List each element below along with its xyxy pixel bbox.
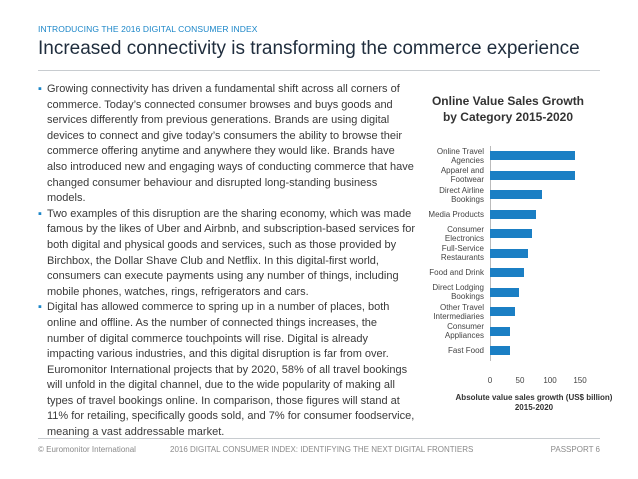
- y-tick-label: Full-Service Restaurants: [440, 244, 484, 262]
- footer-center: 2016 DIGITAL CONSUMER INDEX: IDENTIFYING…: [170, 445, 474, 454]
- y-tick-label: Direct Lodging Bookings: [432, 283, 484, 301]
- y-tick-label: Direct Airline Bookings: [439, 185, 484, 204]
- y-axis: [490, 146, 491, 361]
- bullet-list: Growing connectivity has driven a fundam…: [38, 82, 416, 441]
- kicker: INTRODUCING THE 2016 DIGITAL CONSUMER IN…: [38, 24, 258, 34]
- footer-right: PASSPORT 6: [550, 445, 600, 454]
- bar: [490, 229, 532, 238]
- bar: [490, 287, 519, 297]
- bullet: Two examples of this disruption are the …: [38, 207, 416, 301]
- chart-title: Online Value Sales Growth by Category 20…: [431, 94, 585, 124]
- bar: [490, 209, 537, 219]
- y-tick-label: Online Travel Agencies: [436, 146, 484, 165]
- bullet: Growing connectivity has driven a fundam…: [38, 82, 416, 207]
- bar: [490, 190, 543, 199]
- y-tick-label: Media Products: [428, 209, 484, 219]
- bar: [490, 248, 528, 258]
- y-tick-label: Consumer Appliances: [444, 322, 484, 340]
- footer-left: © Euromonitor International: [38, 445, 136, 454]
- bar: [490, 151, 576, 160]
- x-tick-label: 150: [573, 376, 587, 385]
- y-tick-label: Apparel and Footwear: [440, 166, 484, 184]
- x-axis-label: Absolute value sales growth (US$ billion…: [455, 393, 613, 412]
- bar: [490, 268, 525, 277]
- bullet: Digital has allowed commerce to spring u…: [38, 300, 416, 440]
- divider: [38, 70, 600, 71]
- slide-title: Increased connectivity is transforming t…: [38, 38, 580, 59]
- x-tick-label: 50: [515, 376, 525, 385]
- y-tick-label: Fast Food: [447, 346, 484, 355]
- x-tick-label: 100: [543, 376, 557, 385]
- y-tick-label: Food and Drink: [429, 268, 484, 277]
- bar: [490, 307, 516, 316]
- divider: [38, 438, 600, 439]
- y-tick-label: Other Travel Intermediaries: [433, 302, 484, 321]
- y-tick-label: Consumer Electronics: [444, 224, 484, 243]
- bar: [490, 170, 576, 180]
- x-tick-label: 0: [487, 376, 493, 385]
- bar: [490, 326, 510, 336]
- bar: [490, 346, 510, 355]
